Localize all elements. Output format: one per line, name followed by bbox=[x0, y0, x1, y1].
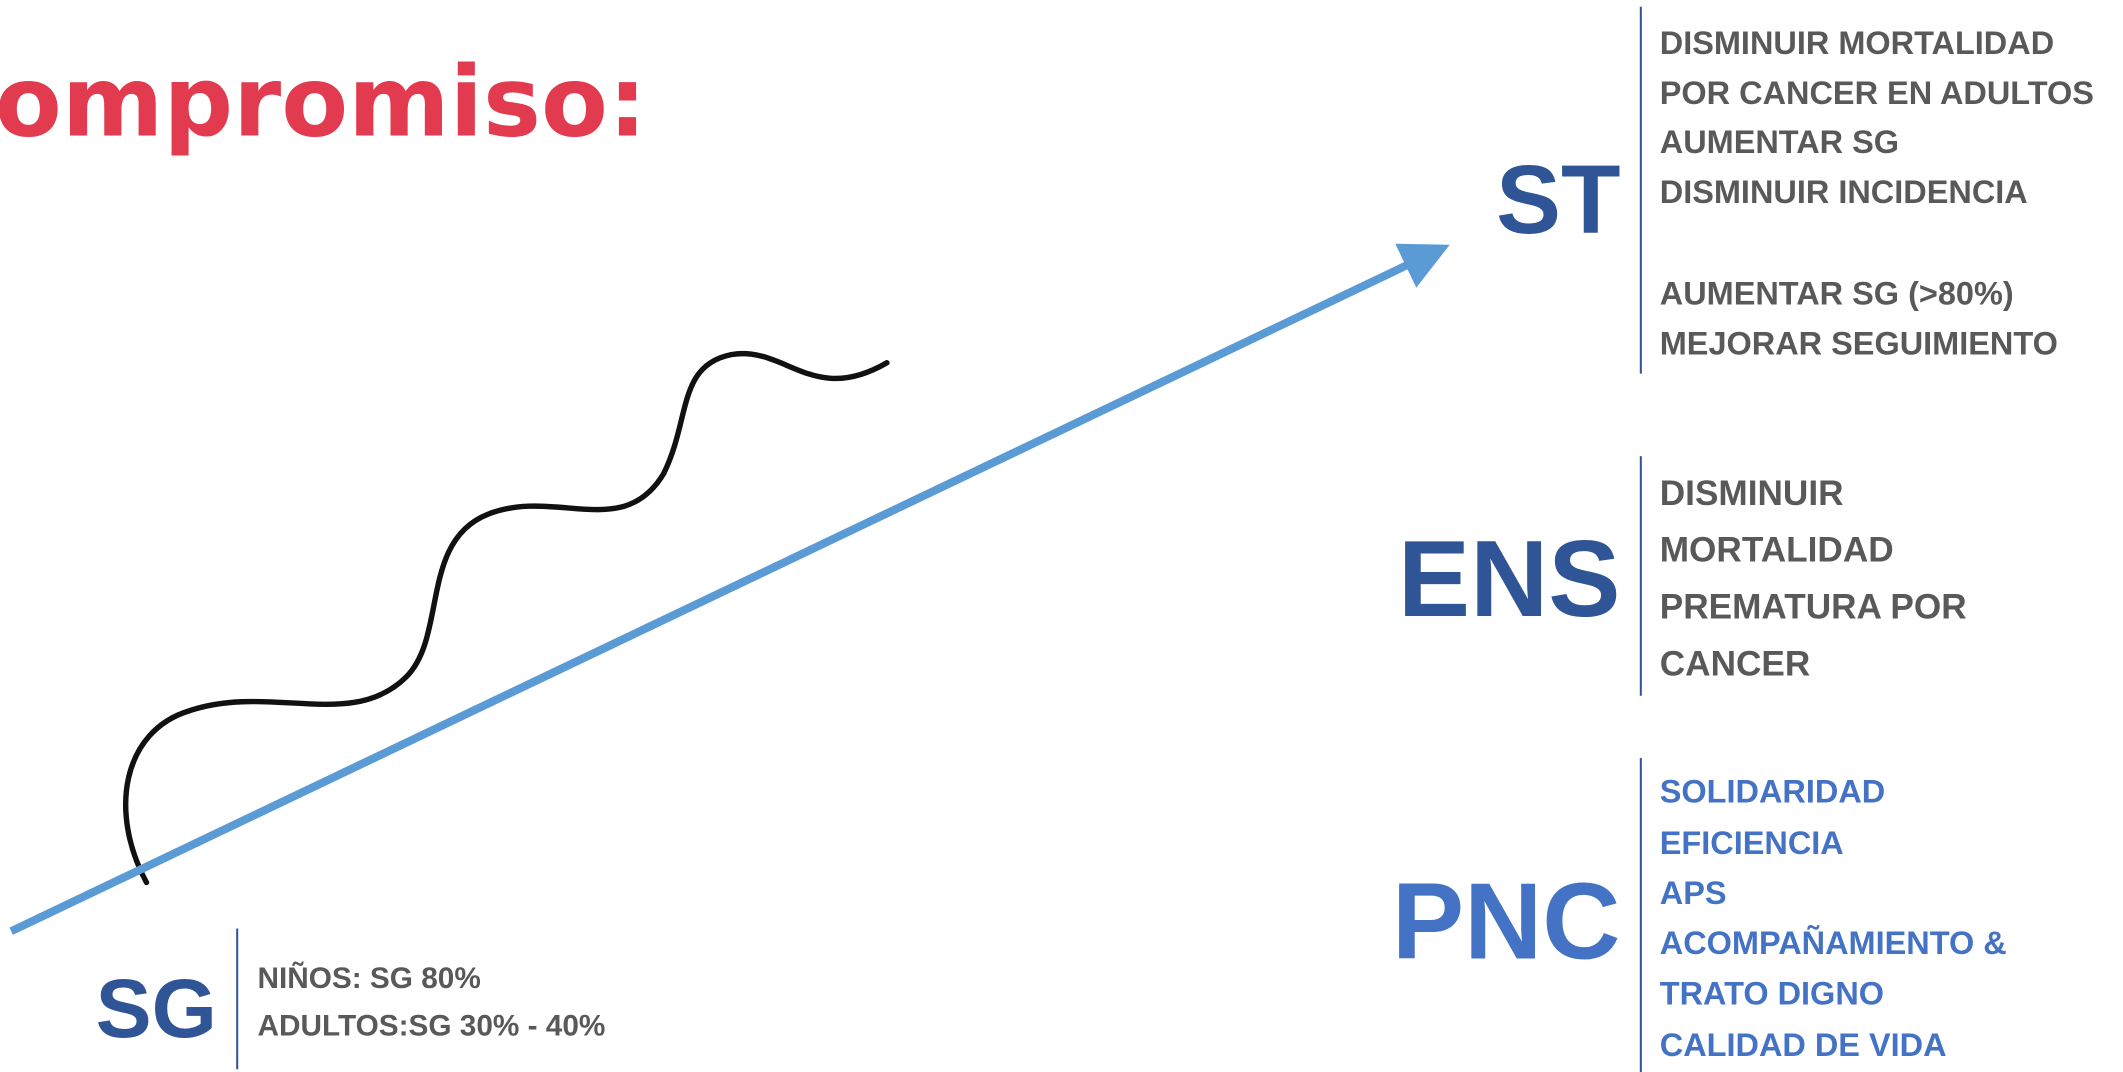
arrow bbox=[9, 243, 1450, 935]
block-line: DISMINUIR INCIDENCIA bbox=[1660, 174, 2028, 210]
block-label: SG bbox=[96, 961, 217, 1055]
block-line: POR CANCER EN ADULTOS bbox=[1660, 75, 2094, 111]
block-line: ACOMPAÑAMIENTO & bbox=[1660, 924, 2007, 961]
block-line: AUMENTAR SG (>80%) bbox=[1660, 276, 2014, 312]
block-line: TRATO DIGNO bbox=[1660, 975, 1884, 1011]
block-line: MORTALIDAD bbox=[1660, 531, 1894, 570]
block-line: APS bbox=[1660, 875, 1727, 911]
block-line: AUMENTAR SG bbox=[1660, 124, 1899, 160]
block-label: ST bbox=[1496, 145, 1621, 254]
block-line: ADULTOS:SG 30% - 40% bbox=[257, 1009, 605, 1042]
slide-title: ompromiso: bbox=[0, 45, 647, 158]
block-line: NIÑOS: SG 80% bbox=[257, 961, 480, 995]
block-line: DISMINUIR bbox=[1660, 474, 1844, 513]
block-line: CALIDAD DE VIDA bbox=[1660, 1027, 1947, 1063]
block-line: DISMINUIR MORTALIDAD bbox=[1660, 25, 2054, 61]
block-line: EFICIENCIA bbox=[1660, 825, 1844, 861]
wavy-line bbox=[123, 350, 890, 886]
block-line: SOLIDARIDAD bbox=[1660, 774, 1885, 810]
block-label: PNC bbox=[1392, 860, 1621, 981]
block-label: ENS bbox=[1398, 518, 1621, 639]
block-line: MEJORAR SEGUIMIENTO bbox=[1660, 326, 2058, 362]
block-line: PREMATURA POR bbox=[1660, 588, 1967, 627]
block-line: CANCER bbox=[1660, 644, 1811, 683]
